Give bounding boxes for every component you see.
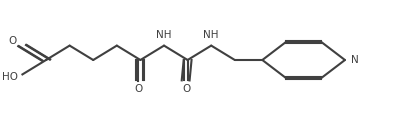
Text: NH: NH xyxy=(156,30,172,40)
Text: O: O xyxy=(134,84,142,94)
Text: N: N xyxy=(351,55,358,65)
Text: HO: HO xyxy=(2,72,18,82)
Text: O: O xyxy=(8,36,16,46)
Text: O: O xyxy=(183,84,191,94)
Text: NH: NH xyxy=(204,30,219,40)
